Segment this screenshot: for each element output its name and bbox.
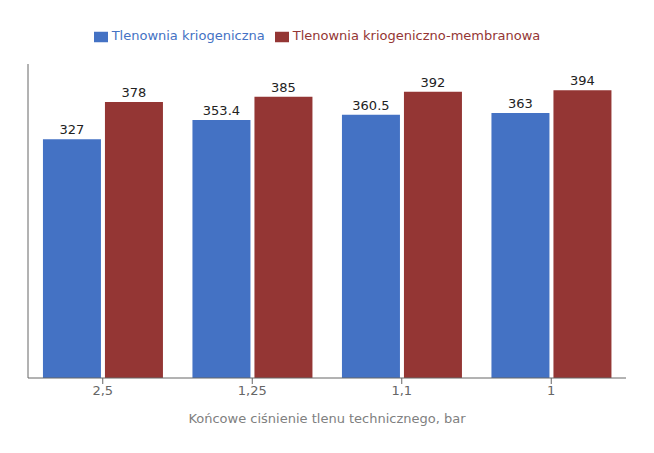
svg-text:392: 392 (421, 75, 446, 90)
html-text:Tlenownia kriogeniczno-membran: Tlenownia kriogeniczno-membranowa (292, 28, 541, 43)
svg-text:385: 385 (271, 80, 296, 95)
svg-text:353.4: 353.4 (203, 103, 240, 118)
svg-text:Końcowe ciśnienie tlenu techni: Końcowe ciśnienie tlenu technicznego, ba… (188, 411, 466, 426)
svg-text:394: 394 (570, 73, 595, 88)
svg-text:378: 378 (122, 85, 147, 100)
html-text:Tlenownia kriogeniczna: Tlenownia kriogeniczna (111, 28, 265, 43)
svg-text:1: 1 (547, 383, 555, 398)
svg-text:2,5: 2,5 (92, 383, 113, 398)
svg-text:327: 327 (60, 122, 85, 137)
svg-text:1,25: 1,25 (238, 383, 267, 398)
svg-text:363: 363 (508, 96, 533, 111)
svg-text:360.5: 360.5 (352, 98, 389, 113)
svg-text:1,1: 1,1 (391, 383, 412, 398)
